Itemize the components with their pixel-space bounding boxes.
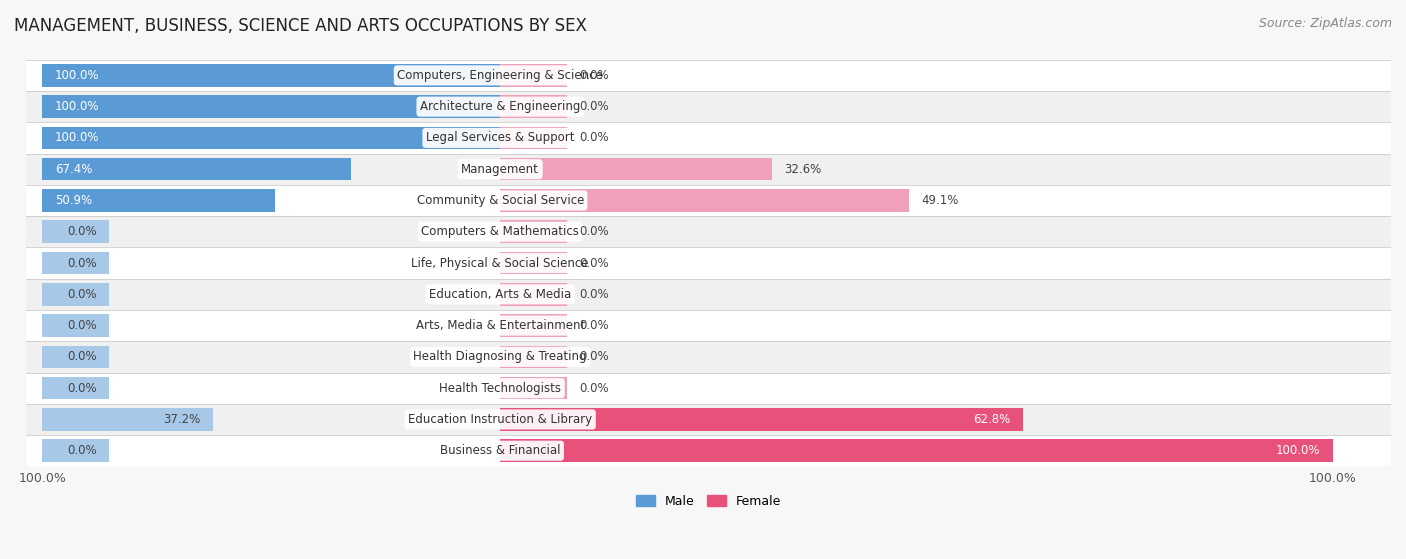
Text: 0.0%: 0.0% — [67, 225, 97, 238]
Bar — [501, 283, 567, 306]
Bar — [25, 154, 1399, 185]
Bar — [42, 64, 501, 87]
Bar — [42, 127, 501, 149]
Bar — [42, 189, 276, 212]
Text: 0.0%: 0.0% — [67, 444, 97, 457]
Text: 0.0%: 0.0% — [67, 382, 97, 395]
Text: Source: ZipAtlas.com: Source: ZipAtlas.com — [1258, 17, 1392, 30]
Text: Community & Social Service: Community & Social Service — [416, 194, 583, 207]
Text: 0.0%: 0.0% — [579, 69, 609, 82]
Text: 0.0%: 0.0% — [579, 257, 609, 269]
Text: 100.0%: 100.0% — [55, 131, 100, 144]
Bar — [501, 96, 567, 118]
Text: 49.1%: 49.1% — [921, 194, 959, 207]
Bar — [501, 377, 567, 400]
Bar — [501, 64, 567, 87]
Bar — [501, 220, 567, 243]
Text: 0.0%: 0.0% — [67, 288, 97, 301]
Text: 0.0%: 0.0% — [579, 225, 609, 238]
Bar — [25, 372, 1399, 404]
Bar — [25, 91, 1399, 122]
Text: 100.0%: 100.0% — [1275, 444, 1320, 457]
Bar — [501, 439, 1333, 462]
Text: 0.0%: 0.0% — [579, 288, 609, 301]
Bar — [42, 439, 108, 462]
Text: 50.9%: 50.9% — [55, 194, 91, 207]
Bar — [501, 158, 772, 181]
Bar — [501, 127, 567, 149]
Text: Health Diagnosing & Treating: Health Diagnosing & Treating — [413, 350, 586, 363]
Bar — [25, 216, 1399, 248]
Bar — [25, 60, 1399, 91]
Bar — [25, 435, 1399, 466]
Text: Education Instruction & Library: Education Instruction & Library — [408, 413, 592, 426]
Bar — [25, 279, 1399, 310]
Bar — [501, 408, 1024, 430]
Text: Business & Financial: Business & Financial — [440, 444, 561, 457]
Text: 0.0%: 0.0% — [579, 131, 609, 144]
Bar — [25, 185, 1399, 216]
Text: Computers, Engineering & Science: Computers, Engineering & Science — [398, 69, 603, 82]
Bar — [501, 252, 567, 274]
Bar — [501, 345, 567, 368]
Text: 0.0%: 0.0% — [579, 319, 609, 332]
Legend: Male, Female: Male, Female — [631, 490, 786, 513]
Bar — [25, 341, 1399, 372]
Bar — [42, 408, 212, 430]
Bar — [42, 252, 108, 274]
Bar — [501, 189, 908, 212]
Bar — [25, 248, 1399, 279]
Text: 37.2%: 37.2% — [163, 413, 200, 426]
Bar — [42, 377, 108, 400]
Bar — [501, 314, 567, 337]
Text: 62.8%: 62.8% — [973, 413, 1011, 426]
Text: Education, Arts & Media: Education, Arts & Media — [429, 288, 571, 301]
Text: Health Technologists: Health Technologists — [439, 382, 561, 395]
Text: 100.0%: 100.0% — [55, 100, 100, 113]
Bar — [42, 283, 108, 306]
Text: 0.0%: 0.0% — [67, 257, 97, 269]
Text: Computers & Mathematics: Computers & Mathematics — [422, 225, 579, 238]
Text: 0.0%: 0.0% — [579, 382, 609, 395]
Text: 32.6%: 32.6% — [785, 163, 821, 176]
Text: 67.4%: 67.4% — [55, 163, 93, 176]
Text: Management: Management — [461, 163, 538, 176]
Bar — [25, 404, 1399, 435]
Text: Arts, Media & Entertainment: Arts, Media & Entertainment — [416, 319, 585, 332]
Bar — [25, 122, 1399, 154]
Bar — [42, 158, 352, 181]
Bar — [25, 310, 1399, 341]
Text: Legal Services & Support: Legal Services & Support — [426, 131, 575, 144]
Text: Architecture & Engineering: Architecture & Engineering — [420, 100, 581, 113]
Bar — [42, 345, 108, 368]
Text: 0.0%: 0.0% — [579, 100, 609, 113]
Text: 0.0%: 0.0% — [579, 350, 609, 363]
Bar — [42, 220, 108, 243]
Bar — [42, 314, 108, 337]
Bar — [42, 96, 501, 118]
Text: Life, Physical & Social Science: Life, Physical & Social Science — [412, 257, 589, 269]
Text: 0.0%: 0.0% — [67, 319, 97, 332]
Text: 0.0%: 0.0% — [67, 350, 97, 363]
Text: MANAGEMENT, BUSINESS, SCIENCE AND ARTS OCCUPATIONS BY SEX: MANAGEMENT, BUSINESS, SCIENCE AND ARTS O… — [14, 17, 586, 35]
Text: 100.0%: 100.0% — [55, 69, 100, 82]
